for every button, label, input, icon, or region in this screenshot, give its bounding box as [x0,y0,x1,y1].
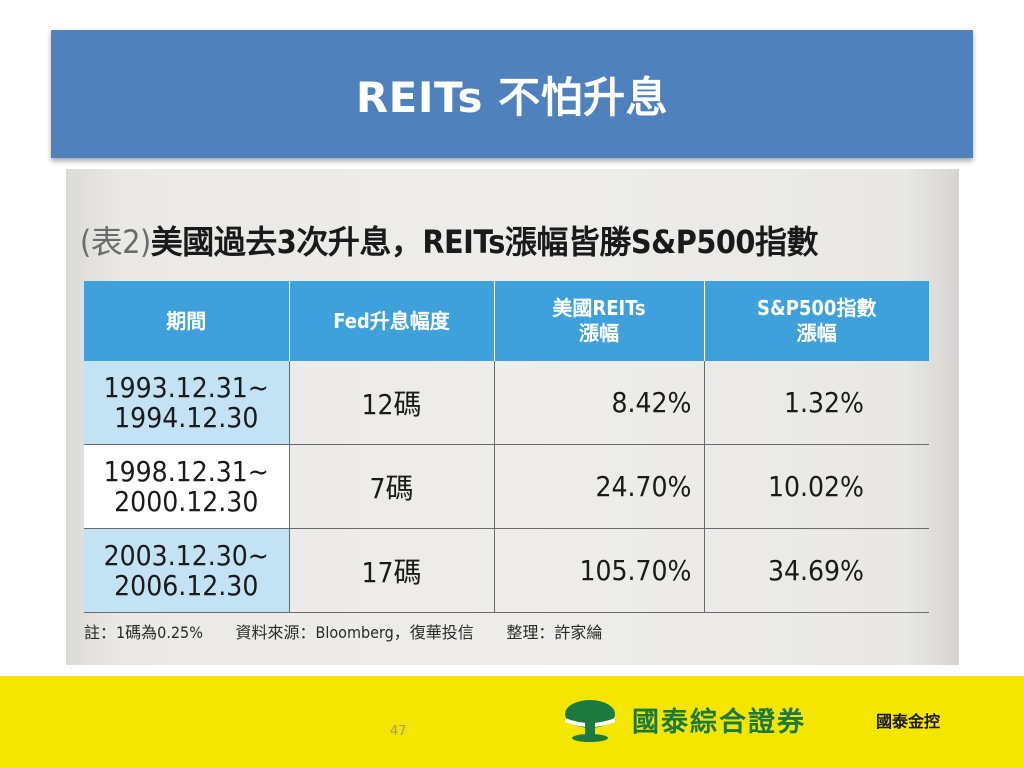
fed-hike-cell: 17碼 [289,528,495,613]
period-cell: 1993.12.31~ 1994.12.30 [84,361,290,445]
period-start: 1998.12.31~ [103,454,269,488]
comparison-table: 期間 Fed升息幅度 美國REITs 漲幅 S&P500指數 漲幅 1993.1… [84,281,929,613]
title-bar: REITs 不怕升息 [51,30,973,158]
page-number: 47 [390,724,407,739]
period-end: 1994.12.30 [114,400,259,434]
caption-prefix: (表2) [80,223,151,261]
period-end: 2000.12.30 [114,484,259,518]
table-notes: 註：1碼為0.25% 資料來源：Bloomberg，復華投信 整理：許家綸 [84,619,630,643]
note-compiler: 整理：許家綸 [506,623,603,642]
table-header-row: 期間 Fed升息幅度 美國REITs 漲幅 S&P500指數 漲幅 [84,281,929,361]
sp500-cell: 34.69% [704,528,929,613]
footer-bar: 47 國泰綜合證券 國泰金控 [0,676,1024,768]
tree-logo-icon [565,700,615,742]
period-start: 1993.12.31~ [103,370,269,404]
table-photo: (表2)美國過去3次升息，REITs漲幅皆勝S&P500指數 期間 Fed升息幅… [66,169,959,665]
fed-hike-cell: 12碼 [289,361,495,445]
reits-cell: 24.70% [494,444,705,529]
header-reits: 美國REITs 漲幅 [494,281,705,361]
period-end: 2006.12.30 [114,568,259,602]
period-cell: 2003.12.30~ 2006.12.30 [84,528,290,613]
slide-title: REITs 不怕升息 [355,72,669,122]
reits-cell: 105.70% [494,528,705,613]
fed-hike-cell: 7碼 [289,444,495,529]
table-caption: (表2)美國過去3次升息，REITs漲幅皆勝S&P500指數 [80,217,818,267]
table-row: 1993.12.31~ 1994.12.30 12碼 8.42% 1.32% [84,361,929,445]
sp500-cell: 1.32% [704,361,929,445]
sp500-cell: 10.02% [704,444,929,529]
note-source: 資料來源：Bloomberg，復華投信 [235,623,474,642]
period-cell: 1998.12.31~ 2000.12.30 [84,444,290,529]
header-fed-hike: Fed升息幅度 [289,281,495,361]
caption-text: 美國過去3次升息，REITs漲幅皆勝S&P500指數 [150,223,819,261]
reits-cell: 8.42% [494,361,705,445]
table-row: 2003.12.30~ 2006.12.30 17碼 105.70% 34.69… [84,528,929,613]
header-period: 期間 [84,281,290,361]
note-unit: 註：1碼為0.25% [84,623,203,642]
table-row: 1998.12.31~ 2000.12.30 7碼 24.70% 10.02% [84,444,929,529]
header-sp500: S&P500指數 漲幅 [704,281,929,361]
holding-name: 國泰金控 [876,712,941,731]
period-start: 2003.12.30~ [103,538,269,572]
brand-name: 國泰綜合證券 [632,707,806,738]
